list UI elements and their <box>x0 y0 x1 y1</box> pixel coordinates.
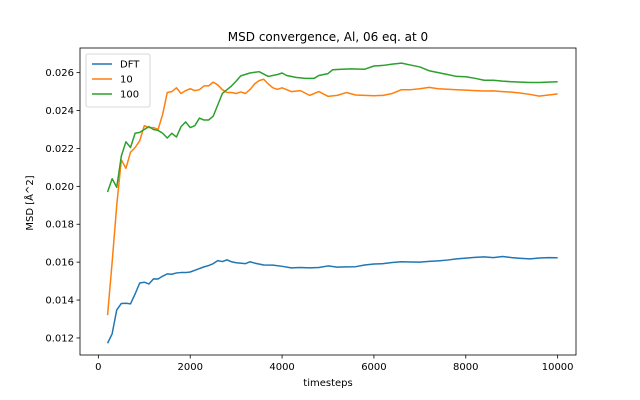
y-tick-label: 0.026 <box>45 68 74 79</box>
plot-area <box>106 62 558 344</box>
x-tick-label: 4000 <box>269 362 294 373</box>
y-axis-label: MSD [Å^2] <box>23 175 36 230</box>
x-tick-label: 10000 <box>542 362 574 373</box>
plot-frame <box>79 47 577 356</box>
series-line-10 <box>106 78 558 316</box>
x-tick-label: 0 <box>95 362 101 373</box>
x-axis-ticks: 0 2000 4000 6000 8000 10000 <box>95 355 574 373</box>
y-tick-label: 0.018 <box>45 220 74 231</box>
legend-box <box>85 53 151 108</box>
series-line-DFT <box>106 255 558 344</box>
y-tick-label: 0.020 <box>45 182 74 193</box>
y-tick-label: 0.024 <box>45 106 74 117</box>
chart-title: MSD convergence, Al, 06 eq. at 0 <box>228 30 428 44</box>
legend: DFT 10 100 <box>85 53 151 108</box>
y-axis-ticks: 0.012 0.014 0.016 0.018 0.020 0.022 0.024 0.026 <box>45 68 80 344</box>
x-tick-label: 2000 <box>177 362 202 373</box>
legend-label-100: 100 <box>120 90 139 101</box>
x-axis-label: timesteps <box>303 378 352 389</box>
legend-label-DFT: DFT <box>120 60 140 71</box>
x-tick-label: 8000 <box>453 362 478 373</box>
y-tick-label: 0.012 <box>45 333 74 344</box>
y-tick-label: 0.022 <box>45 144 74 155</box>
x-tick-label: 6000 <box>361 362 386 373</box>
y-tick-label: 0.016 <box>45 258 74 269</box>
y-tick-label: 0.014 <box>45 296 74 307</box>
legend-label-10: 10 <box>120 75 133 86</box>
series-line-100 <box>106 62 558 193</box>
